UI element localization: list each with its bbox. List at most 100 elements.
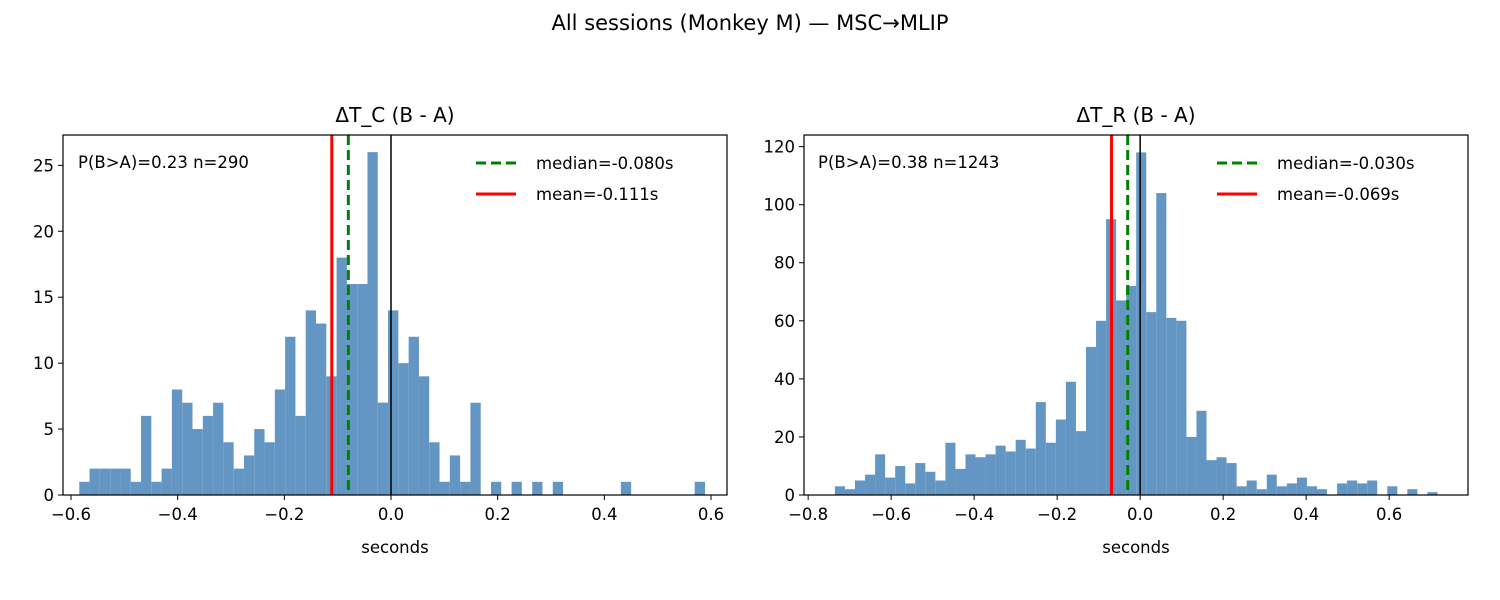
x-tick-label: −0.2 bbox=[1037, 505, 1077, 524]
histogram-bar bbox=[213, 402, 224, 495]
histogram-bar bbox=[915, 463, 926, 495]
histogram-bar bbox=[1316, 489, 1328, 495]
histogram-bar bbox=[1075, 431, 1086, 495]
histogram-bar bbox=[1156, 193, 1167, 495]
x-tick-label: −0.8 bbox=[788, 505, 828, 524]
histogram-bar bbox=[79, 481, 90, 495]
histogram-bar bbox=[243, 455, 255, 495]
histogram-bar bbox=[1226, 463, 1237, 495]
histogram-bar bbox=[377, 402, 389, 495]
histogram-bar bbox=[367, 152, 378, 495]
histogram-bar bbox=[264, 442, 275, 495]
histogram-bar bbox=[1347, 480, 1358, 495]
chart-title: ΔT_C (B - A) bbox=[335, 103, 454, 127]
histogram-bar bbox=[865, 474, 876, 495]
histogram-bar bbox=[1025, 448, 1036, 495]
histogram-bar bbox=[1296, 477, 1307, 495]
histogram-bar bbox=[130, 481, 142, 495]
histogram-bar bbox=[357, 284, 368, 495]
x-axis-ticks: −0.6 −0.4 −0.2 0.0 0.2 0.4 0.6 bbox=[51, 495, 724, 524]
chart-left-delta-tc: ΔT_C (B - A) −0.6 −0.4 −0.2 0.0 0.2 0.4 0.6 0 5… bbox=[33, 103, 728, 557]
histogram-bar bbox=[945, 442, 956, 495]
x-tick-label: 0.2 bbox=[485, 505, 511, 524]
histogram-bar bbox=[885, 477, 896, 495]
x-tick-label: 0.6 bbox=[1376, 505, 1402, 524]
legend-mean-label: mean=-0.069s bbox=[1277, 185, 1399, 204]
x-tick-label: 0.0 bbox=[378, 505, 404, 524]
histogram-bar bbox=[151, 481, 162, 495]
histogram-bar bbox=[1367, 480, 1378, 495]
legend: median=-0.030s mean=-0.069s bbox=[1217, 154, 1414, 204]
histogram-bar bbox=[1045, 442, 1056, 495]
histogram-bar bbox=[1246, 480, 1257, 495]
histogram-bar bbox=[274, 389, 286, 495]
histogram-bar bbox=[532, 481, 543, 495]
probability-annotation: P(B>A)=0.38 n=1243 bbox=[818, 153, 999, 172]
y-tick-label: 120 bbox=[764, 138, 796, 157]
histogram-bar bbox=[955, 468, 966, 495]
y-tick-label: 25 bbox=[33, 156, 54, 175]
histogram-bar bbox=[439, 481, 450, 495]
x-tick-label: 0.6 bbox=[698, 505, 724, 524]
histogram-bar bbox=[905, 483, 916, 495]
histogram-bar bbox=[202, 415, 214, 495]
histogram-bar bbox=[875, 454, 886, 495]
plot-frame bbox=[803, 134, 1469, 496]
histogram-bar bbox=[1427, 492, 1438, 495]
histogram-bar bbox=[336, 257, 347, 495]
histogram-bar bbox=[1116, 300, 1127, 495]
histogram-bar bbox=[1306, 486, 1317, 495]
y-tick-label: 0 bbox=[785, 486, 796, 505]
histogram-bar bbox=[470, 402, 481, 495]
histogram-bar bbox=[418, 376, 430, 495]
histogram-bar bbox=[694, 481, 706, 495]
histogram-bar bbox=[398, 363, 409, 495]
histogram-bar bbox=[346, 284, 358, 495]
chart-title: ΔT_R (B - A) bbox=[1076, 103, 1195, 127]
histogram-bar bbox=[161, 468, 172, 495]
x-tick-label: 0.4 bbox=[1293, 505, 1319, 524]
x-axis-ticks: −0.8 −0.6 −0.4 −0.2 0.0 0.2 0.4 0.6 bbox=[788, 495, 1402, 524]
histogram-bar bbox=[1005, 451, 1016, 495]
histogram-bar bbox=[1126, 285, 1137, 495]
histogram-bar bbox=[1166, 317, 1177, 495]
legend-median-label: median=-0.030s bbox=[1277, 154, 1414, 173]
y-tick-label: 60 bbox=[774, 312, 795, 331]
x-tick-label: −0.2 bbox=[264, 505, 304, 524]
y-tick-label: 40 bbox=[774, 370, 795, 389]
histogram-bar bbox=[491, 481, 502, 495]
legend-mean-label: mean=-0.111s bbox=[536, 185, 658, 204]
plot-frame bbox=[62, 134, 728, 496]
y-tick-label: 0 bbox=[44, 486, 55, 505]
histogram-bar bbox=[254, 429, 265, 495]
histogram-bar bbox=[965, 454, 976, 495]
x-tick-label: −0.4 bbox=[954, 505, 994, 524]
y-tick-label: 5 bbox=[44, 420, 55, 439]
histogram-bar bbox=[844, 489, 856, 495]
x-axis-label: seconds bbox=[1102, 538, 1169, 557]
histogram-bar bbox=[1196, 410, 1207, 495]
histogram-bar bbox=[895, 465, 906, 495]
figure-title: All sessions (Monkey M) — MSC→MLIP bbox=[551, 11, 948, 35]
y-axis-ticks: 0 20 40 60 80 100 120 bbox=[764, 138, 804, 505]
histogram-bar bbox=[511, 481, 522, 495]
y-tick-label: 15 bbox=[33, 288, 54, 307]
histogram-bar bbox=[408, 336, 419, 495]
histogram-bar bbox=[1186, 436, 1197, 495]
histogram-bar bbox=[182, 402, 193, 495]
histogram-bar bbox=[1096, 320, 1107, 495]
histogram-bar bbox=[316, 323, 327, 495]
x-axis-label: seconds bbox=[361, 538, 428, 557]
histogram-bar bbox=[305, 310, 317, 495]
y-tick-label: 20 bbox=[774, 428, 795, 447]
histogram-bar bbox=[1065, 381, 1076, 495]
histogram-bar bbox=[552, 481, 564, 495]
histogram-bar bbox=[1176, 320, 1187, 495]
histogram-bar bbox=[855, 480, 866, 495]
histogram-bar bbox=[429, 442, 440, 495]
histogram-bar bbox=[834, 486, 845, 495]
histogram-bar bbox=[1337, 483, 1348, 495]
histogram-bars bbox=[79, 152, 706, 495]
histogram-bar bbox=[620, 481, 632, 495]
histogram-bar bbox=[1407, 489, 1418, 495]
